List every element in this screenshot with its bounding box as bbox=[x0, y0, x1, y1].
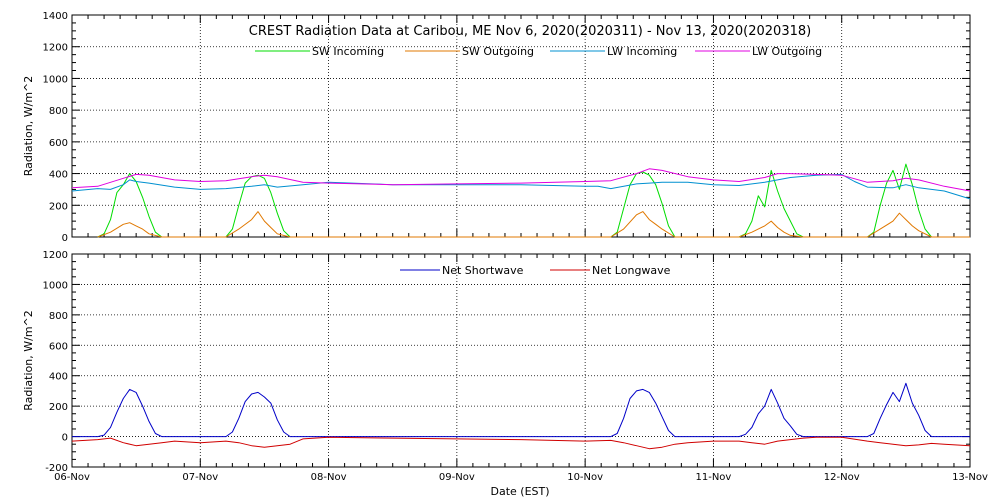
x-tick-label: 11-Nov bbox=[695, 472, 731, 483]
x-tick-label: 10-Nov bbox=[567, 472, 603, 483]
x-tick-label: 13-Nov bbox=[952, 472, 988, 483]
series-line-lw-outgoing bbox=[71, 168, 971, 192]
x-tick-label: 09-Nov bbox=[439, 472, 475, 483]
y-tick-label: 200 bbox=[49, 201, 68, 212]
y-tick-label: 800 bbox=[49, 106, 68, 117]
y-tick-label: 600 bbox=[49, 341, 68, 352]
legend-label: LW Incoming bbox=[607, 45, 677, 58]
panel-bottom-net-radiation: 06-Nov 07-Nov 08-Nov 09-Nov 10-Nov 11-Nov 12-N… bbox=[22, 250, 988, 483]
plot-frame bbox=[71, 253, 971, 468]
y-tick-label: 0 bbox=[62, 233, 68, 244]
y-tick-label: 0 bbox=[62, 433, 68, 444]
y-axis-title: Radiation, W/m^2 bbox=[22, 76, 35, 177]
x-tick-label: 07-Nov bbox=[182, 472, 218, 483]
y-tick-label: 400 bbox=[49, 372, 68, 383]
y-tick-label: 1200 bbox=[43, 250, 68, 261]
x-tick-label: 08-Nov bbox=[311, 472, 347, 483]
legend-label: LW Outgoing bbox=[752, 45, 822, 58]
x-tick-label: 12-Nov bbox=[824, 472, 860, 483]
y-tick-label: 800 bbox=[49, 311, 68, 322]
legend-label: Net Longwave bbox=[592, 264, 671, 277]
panel-top-radiation: 0 200 400 600 800 1000 1200 1400 Radiation, W/m^… bbox=[22, 11, 971, 244]
x-tick-label: 06-Nov bbox=[54, 472, 90, 483]
y-tick-label: 1400 bbox=[43, 11, 68, 22]
series-line-sw-outgoing bbox=[97, 211, 970, 238]
y-axis-title: Radiation, W/m^2 bbox=[22, 310, 35, 411]
y-tick-label: 1000 bbox=[43, 74, 68, 85]
series-line-net-longwave bbox=[71, 436, 971, 450]
legend-label: Net Shortwave bbox=[442, 264, 524, 277]
y-tick-label: -200 bbox=[45, 463, 68, 474]
y-tick-label: 600 bbox=[49, 138, 68, 149]
y-tick-label: 200 bbox=[49, 402, 68, 413]
series-line-net-shortwave bbox=[72, 382, 970, 438]
legend-label: SW Incoming bbox=[312, 45, 384, 58]
y-tick-label: 1200 bbox=[43, 43, 68, 54]
y-tick-label: 400 bbox=[49, 170, 68, 181]
chart-title: CREST Radiation Data at Caribou, ME Nov … bbox=[249, 24, 811, 39]
y-tick-label: 1000 bbox=[43, 280, 68, 291]
legend-label: SW Outgoing bbox=[462, 45, 534, 58]
x-axis-title: Date (EST) bbox=[490, 485, 549, 498]
series-line-lw-incoming bbox=[71, 173, 971, 200]
